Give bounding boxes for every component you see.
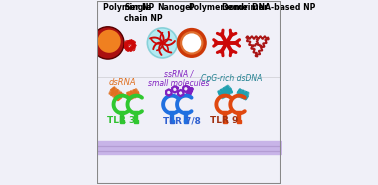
Circle shape [180,31,203,55]
Circle shape [177,28,207,58]
Circle shape [182,33,201,53]
Bar [184,120,188,123]
Text: Single
chain NP: Single chain NP [124,4,163,23]
Bar [170,120,174,123]
Text: Polymersome: Polymersome [189,4,248,12]
Text: CpG-rich dsDNA: CpG-rich dsDNA [201,74,263,83]
Text: Nanogel: Nanogel [157,4,194,12]
Bar [223,120,227,123]
Circle shape [92,27,124,59]
Circle shape [147,28,177,58]
Bar [134,120,138,123]
Text: dsRNA: dsRNA [109,78,137,87]
Text: TLR 7/8: TLR 7/8 [163,117,201,125]
Bar [120,120,124,123]
Text: TLR 3: TLR 3 [107,117,136,125]
Text: Polymer NP: Polymer NP [103,4,154,12]
Circle shape [224,40,229,46]
Text: ssRNA /
small molecules: ssRNA / small molecules [148,69,210,88]
Text: DNA-based NP: DNA-based NP [253,4,316,12]
Bar [237,120,241,123]
Circle shape [98,30,121,53]
Text: TLR 9: TLR 9 [210,117,239,125]
Text: Dendrimer: Dendrimer [221,4,268,12]
